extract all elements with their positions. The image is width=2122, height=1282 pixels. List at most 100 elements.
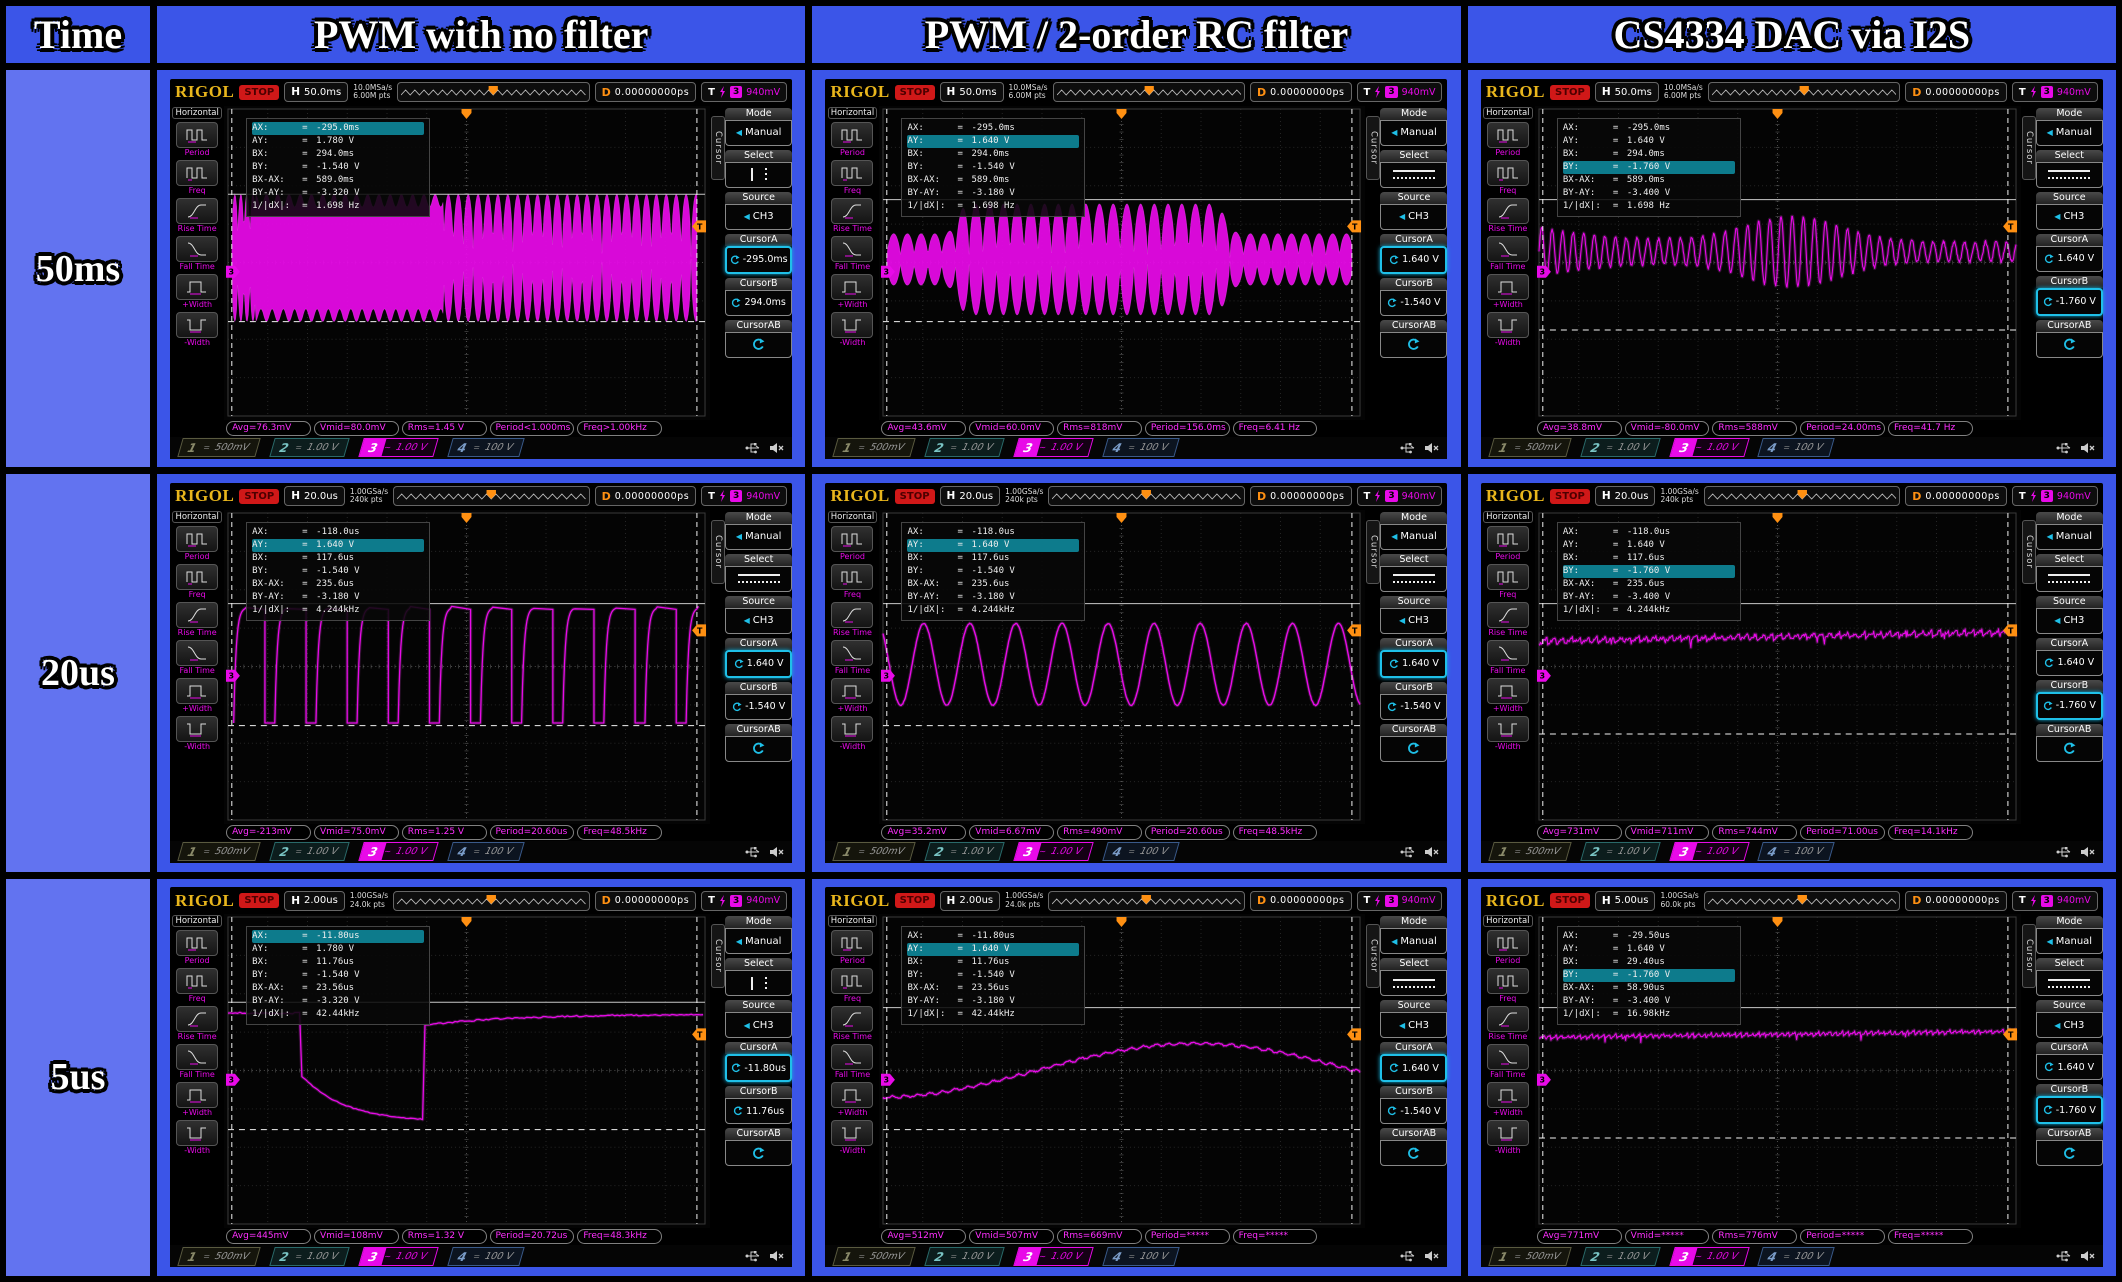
sidebar-item-fall-time[interactable]: Fall Time — [176, 235, 219, 271]
trigger-position-strip[interactable] — [1703, 486, 1901, 507]
timebase-box[interactable]: H 20.0us — [939, 486, 1001, 507]
trigger-position-strip[interactable] — [1048, 890, 1245, 911]
select-button[interactable] — [2035, 161, 2103, 188]
sidebar-item-plus-width[interactable]: +Width — [1486, 1082, 1529, 1117]
channel-4-badge[interactable]: 4 = 100 V — [446, 438, 525, 458]
sidebar-item-rise-time[interactable]: Rise Time — [1486, 197, 1529, 233]
sidebar-item-fall-time[interactable]: Fall Time — [831, 235, 874, 271]
channel-2-badge[interactable]: 2 = 1.00 V — [269, 438, 350, 458]
sidebar-item-period[interactable]: Period — [831, 121, 874, 157]
select-button[interactable] — [1380, 161, 1448, 188]
sidebar-item-period[interactable]: Period — [1486, 930, 1529, 965]
delay-box[interactable]: D 0.00000000ps — [594, 486, 697, 507]
sidebar-item-freq[interactable]: Freq — [176, 563, 219, 599]
sidebar-item-fall-time[interactable]: Fall Time — [1486, 235, 1529, 271]
source-button[interactable]: ◀ CH3 — [725, 1012, 793, 1039]
sidebar-item-plus-width[interactable]: +Width — [831, 677, 874, 713]
sidebar-item-fall-time[interactable]: Fall Time — [1486, 1044, 1529, 1079]
channel-3-badge-active[interactable]: 3 ~1.00 V — [1013, 438, 1094, 458]
channel-3-badge-active[interactable]: 3 ~1.00 V — [1668, 1246, 1749, 1266]
mode-button[interactable]: ◀ Manual — [1380, 523, 1448, 550]
delay-box[interactable]: D 0.00000000ps — [1249, 486, 1352, 507]
delay-box[interactable]: D 0.00000000ps — [594, 82, 697, 103]
select-button[interactable] — [1380, 970, 1448, 997]
sidebar-item-minus-width[interactable]: -Width — [1486, 311, 1529, 347]
sidebar-item-plus-width[interactable]: +Width — [831, 273, 874, 309]
channel-2-badge[interactable]: 2 = 1.00 V — [1580, 1246, 1661, 1266]
cursor-b-button[interactable]: -1.540 V — [1380, 693, 1448, 720]
channel-1-badge[interactable]: 1 = 500mV — [832, 842, 917, 862]
mode-button[interactable]: ◀ Manual — [1380, 928, 1448, 955]
sidebar-item-freq[interactable]: Freq — [1486, 968, 1529, 1003]
sidebar-item-rise-time[interactable]: Rise Time — [831, 1006, 874, 1041]
timebase-box[interactable]: H 50.0ms — [1594, 82, 1659, 103]
cursor-b-button[interactable]: -1.540 V — [1380, 1098, 1448, 1125]
channel-2-badge[interactable]: 2 = 1.00 V — [924, 438, 1005, 458]
cursor-ab-button[interactable] — [1380, 331, 1448, 358]
timebase-box[interactable]: H 20.0us — [1594, 486, 1656, 507]
timebase-box[interactable]: H 20.0us — [284, 486, 345, 507]
sidebar-item-minus-width[interactable]: -Width — [1486, 715, 1529, 751]
mode-button[interactable]: ◀ Manual — [1380, 119, 1448, 146]
cursor-a-button[interactable]: 1.640 V — [2035, 649, 2103, 676]
sidebar-item-period[interactable]: Period — [831, 930, 874, 965]
channel-4-badge[interactable]: 4 = 100 V — [1102, 438, 1180, 458]
timebase-box[interactable]: H 5.00us — [1594, 890, 1656, 911]
channel-1-badge[interactable]: 1 = 500mV — [177, 842, 261, 862]
cursor-b-button[interactable]: -1.760 V — [2035, 287, 2103, 316]
channel-4-badge[interactable]: 4 = 100 V — [1757, 1246, 1835, 1266]
source-button[interactable]: ◀ CH3 — [725, 203, 793, 230]
sidebar-item-plus-width[interactable]: +Width — [176, 1082, 219, 1117]
cursor-a-button[interactable]: -295.0ms — [725, 245, 793, 274]
timebase-box[interactable]: H 2.00us — [939, 890, 1001, 911]
sidebar-item-rise-time[interactable]: Rise Time — [1486, 1006, 1529, 1041]
sidebar-item-freq[interactable]: Freq — [1486, 563, 1529, 599]
trigger-box[interactable]: T 3 940mV — [2011, 486, 2098, 507]
sidebar-item-freq[interactable]: Freq — [831, 563, 874, 599]
trigger-box[interactable]: T 3 940mV — [701, 486, 788, 507]
sidebar-item-rise-time[interactable]: Rise Time — [1486, 601, 1529, 637]
sidebar-item-freq[interactable]: Freq — [176, 968, 219, 1003]
channel-3-badge-active[interactable]: 3 ~1.00 V — [1013, 842, 1094, 862]
sidebar-item-plus-width[interactable]: +Width — [176, 273, 219, 309]
channel-4-badge[interactable]: 4 = 100 V — [1102, 1246, 1180, 1266]
mode-button[interactable]: ◀ Manual — [2035, 523, 2103, 550]
channel-1-badge[interactable]: 1 = 500mV — [832, 438, 917, 458]
trigger-position-strip[interactable] — [393, 486, 590, 507]
sidebar-item-minus-width[interactable]: -Width — [831, 715, 874, 751]
channel-3-badge-active[interactable]: 3 ~1.00 V — [1013, 1246, 1094, 1266]
trigger-box[interactable]: T 3 940mV — [1356, 890, 1443, 911]
sidebar-item-period[interactable]: Period — [831, 525, 874, 561]
delay-box[interactable]: D 0.00000000ps — [1249, 82, 1352, 103]
sidebar-item-freq[interactable]: Freq — [831, 968, 874, 1003]
select-button[interactable] — [1380, 565, 1448, 592]
channel-3-badge-active[interactable]: 3 ~1.00 V — [1668, 438, 1749, 458]
sidebar-item-minus-width[interactable]: -Width — [831, 311, 874, 347]
channel-2-badge[interactable]: 2 = 1.00 V — [1580, 842, 1661, 862]
cursor-ab-button[interactable] — [1380, 735, 1448, 762]
cursor-b-button[interactable]: 11.76us — [725, 1098, 793, 1125]
sidebar-item-freq[interactable]: Freq — [176, 159, 219, 195]
trigger-position-strip[interactable] — [1707, 82, 1901, 103]
trigger-box[interactable]: T 3 940mV — [701, 82, 788, 103]
channel-4-badge[interactable]: 4 = 100 V — [446, 1246, 525, 1266]
cursor-b-button[interactable]: -1.760 V — [2035, 1096, 2103, 1125]
channel-3-badge-active[interactable]: 3 ~1.00 V — [1668, 842, 1749, 862]
cursor-b-button[interactable]: -1.540 V — [1380, 289, 1448, 316]
channel-2-badge[interactable]: 2 = 1.00 V — [269, 842, 350, 862]
source-button[interactable]: ◀ CH3 — [2035, 1012, 2103, 1039]
trigger-box[interactable]: T 3 940mV — [1356, 82, 1443, 103]
channel-4-badge[interactable]: 4 = 100 V — [1757, 438, 1835, 458]
sidebar-item-freq[interactable]: Freq — [1486, 159, 1529, 195]
sidebar-item-period[interactable]: Period — [1486, 121, 1529, 157]
source-button[interactable]: ◀ CH3 — [1380, 203, 1448, 230]
source-button[interactable]: ◀ CH3 — [1380, 1012, 1448, 1039]
trigger-box[interactable]: T 3 940mV — [2011, 890, 2098, 911]
cursor-a-button[interactable]: 1.640 V — [725, 649, 793, 678]
sidebar-item-fall-time[interactable]: Fall Time — [1486, 639, 1529, 675]
channel-1-badge[interactable]: 1 = 500mV — [832, 1246, 917, 1266]
source-button[interactable]: ◀ CH3 — [2035, 607, 2103, 634]
sidebar-item-fall-time[interactable]: Fall Time — [176, 639, 219, 675]
sidebar-item-minus-width[interactable]: -Width — [176, 311, 219, 347]
sidebar-item-plus-width[interactable]: +Width — [1486, 273, 1529, 309]
